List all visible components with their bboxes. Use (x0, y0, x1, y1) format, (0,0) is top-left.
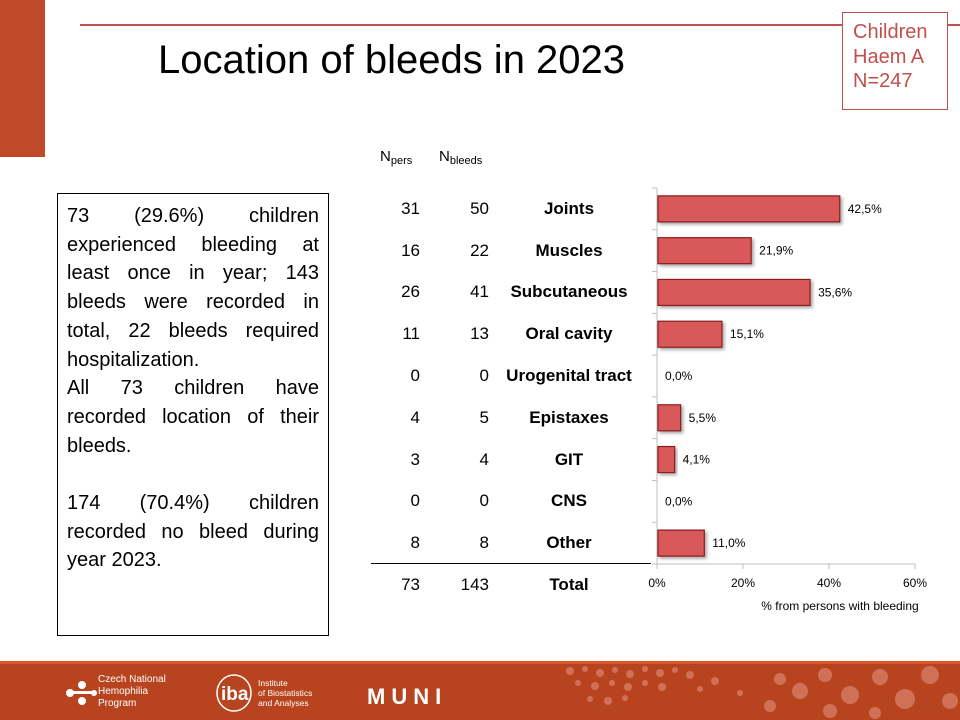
footer-top-band (0, 661, 960, 664)
page-title: Location of bleeds in 2023 (158, 38, 626, 82)
category-label: Other (546, 533, 592, 552)
npers-cell: 8 (410, 533, 420, 552)
bar-data-label: 42,5% (848, 202, 882, 216)
x-tick-label: 0% (648, 576, 666, 590)
header-nbleeds-sub: bleeds (449, 155, 483, 167)
category-label: Subcutaneous (510, 282, 628, 301)
iba-logo-text: Institute of Biostatistics and Analyses (258, 678, 312, 708)
nbleeds-cell: 22 (470, 241, 489, 260)
npers-cell: 0 (410, 366, 420, 385)
iba-line-3: and Analyses (258, 698, 309, 708)
npers-cell: 11 (402, 324, 420, 343)
npers-cell: 16 (401, 241, 420, 260)
bar-data-label: 5,5% (689, 411, 717, 425)
summary-paragraph-1: 73 (29.6%) children experienced bleeding… (67, 205, 319, 371)
bar (657, 278, 811, 307)
total-divider (371, 563, 651, 564)
nbleeds-cell: 5 (479, 408, 489, 427)
bar (657, 320, 723, 348)
summary-note: 73 (29.6%) children experienced bleeding… (57, 193, 329, 636)
header-nbleeds-main: N (439, 148, 450, 165)
category-label: Epistaxes (529, 408, 609, 427)
iba-line-1: Institute (258, 678, 288, 688)
nbleeds-cell: 8 (479, 533, 489, 552)
nbleeds-cell: 41 (470, 282, 489, 301)
npers-cell: 26 (401, 282, 420, 301)
x-tick-label: 20% (731, 576, 755, 590)
nbleeds-cell: 4 (479, 450, 489, 469)
badge-line-1: Children (853, 21, 928, 43)
nbleeds-cell: 50 (470, 199, 489, 218)
dot-pattern-icon (566, 666, 958, 719)
bar-data-label: 4,1% (683, 453, 711, 467)
npers-cell: 3 (410, 450, 420, 469)
bar (657, 445, 676, 474)
nbleeds-cell: 0 (479, 491, 489, 510)
npers-cell: 0 (410, 491, 420, 510)
total-nbleeds: 143 (460, 575, 489, 594)
nbleeds-cell: 0 (479, 366, 489, 385)
category-label: Oral cavity (525, 324, 613, 343)
category-label: Urogenital tract (506, 366, 632, 385)
x-tick-label: 60% (903, 576, 927, 590)
summary-paragraph-3: 174 (70.4%) children recorded no bleed d… (67, 492, 319, 572)
bar (657, 195, 841, 223)
iba-logo-icon: iba (216, 674, 252, 712)
corner-accent (0, 0, 45, 157)
category-label: GIT (554, 450, 584, 469)
bar-data-label: 15,1% (730, 327, 764, 341)
bar (657, 529, 705, 557)
bar-data-label: 11,0% (712, 536, 745, 550)
category-label: Muscles (535, 241, 603, 260)
bar-data-label: 0,0% (665, 369, 693, 383)
bar-data-label: 0,0% (665, 494, 693, 508)
badge-line-2: Haem A (853, 45, 925, 68)
category-label: Joints (543, 199, 595, 218)
npers-cell: 31 (401, 199, 420, 218)
muni-logo: MUNI (367, 684, 448, 709)
cnhp-line-1: Czech National (98, 674, 166, 685)
cnhp-line-3: Program (98, 698, 137, 709)
npers-cell: 4 (410, 408, 420, 427)
bar-data-label: 35,6% (818, 285, 852, 299)
header-nbleeds: Nbleeds (439, 148, 482, 167)
cnhp-logo-text: Czech National Hemophilia Program (98, 674, 166, 710)
badge-line-3: N=247 (853, 70, 913, 92)
footer-decoration: iba (66, 666, 958, 719)
iba-mark: iba (221, 684, 249, 705)
footer-band: iba (0, 661, 960, 720)
cnhp-line-2: Hemophilia (98, 686, 149, 697)
header-npers-main: N (380, 148, 391, 165)
bar (657, 404, 682, 432)
x-axis-title: % from persons with bleeding (761, 599, 918, 613)
summary-paragraph-2: All 73 children have recorded location o… (67, 377, 319, 457)
header-npers-sub: pers (390, 155, 413, 167)
iba-line-2: of Biostatistics (258, 688, 313, 698)
top-rule (80, 24, 960, 26)
bar (657, 237, 752, 265)
bar-data-label: 21,9% (759, 244, 793, 258)
cohort-badge: Children Haem A N=247 (842, 12, 948, 110)
cnhp-logo-icon (66, 681, 97, 705)
x-tick-label: 40% (817, 576, 841, 590)
nbleeds-cell: 13 (470, 324, 489, 343)
category-label: CNS (551, 491, 587, 510)
total-npers: 73 (401, 575, 420, 594)
header-npers: Npers (380, 148, 412, 167)
total-label: Total (549, 575, 589, 594)
